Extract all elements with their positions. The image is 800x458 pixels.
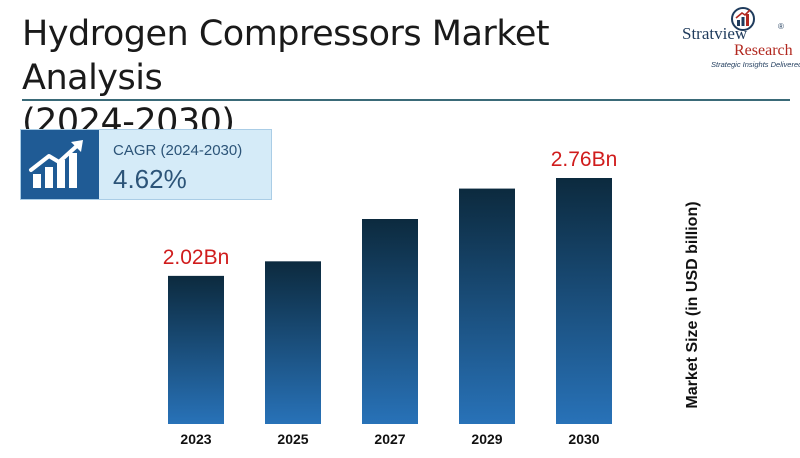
bar-2030 <box>556 178 612 424</box>
x-tick-label: 2023 <box>180 431 211 447</box>
logo-registered-mark: ® <box>778 22 784 31</box>
x-tick-label: 2030 <box>568 431 599 447</box>
data-label: 2.76Bn <box>551 148 618 171</box>
bar-2025 <box>265 261 321 424</box>
bar-2023 <box>168 275 224 424</box>
cagr-value: 4.62% <box>113 164 187 194</box>
chart-growth-icon <box>731 7 755 31</box>
bar-2027 <box>362 219 418 424</box>
bar-2029 <box>459 188 515 424</box>
stratview-logo: Stratview ® Research Strategic Insights … <box>672 4 800 70</box>
y-axis-label: Market Size (in USD billion) <box>684 201 701 409</box>
cagr-box: CAGR (2024-2030) 4.62% <box>20 129 272 200</box>
logo-research: Research <box>734 42 793 59</box>
cagr-icon-panel <box>21 130 99 199</box>
data-label: 2.02Bn <box>163 246 230 269</box>
growth-chart-icon <box>29 140 83 188</box>
x-tick-label: 2025 <box>277 431 308 447</box>
x-tick-label: 2029 <box>471 431 502 447</box>
title-divider <box>22 99 790 101</box>
x-tick-label: 2027 <box>374 431 405 447</box>
page-title: Hydrogen Compressors Market Analysis (20… <box>22 12 662 144</box>
title-line-1: Hydrogen Compressors Market Analysis <box>22 14 550 98</box>
logo-tagline: Strategic Insights Delivered <box>711 60 800 69</box>
cagr-label: CAGR (2024-2030) <box>113 142 243 159</box>
logo-brand: Stratview <box>682 24 748 43</box>
